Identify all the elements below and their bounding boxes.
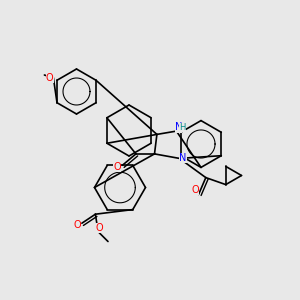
- Text: O: O: [96, 223, 104, 233]
- Text: N: N: [179, 153, 187, 163]
- Text: H: H: [179, 123, 186, 132]
- Text: O: O: [192, 185, 200, 195]
- Text: O: O: [46, 73, 54, 83]
- Text: N: N: [175, 122, 182, 133]
- Text: O: O: [74, 220, 81, 230]
- Text: O: O: [113, 162, 121, 172]
